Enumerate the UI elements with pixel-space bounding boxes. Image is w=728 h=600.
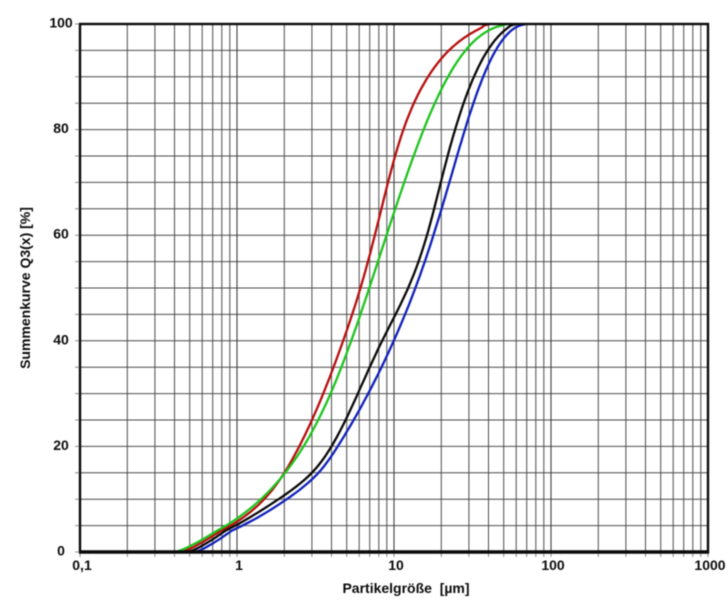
- svg-text:60: 60: [53, 226, 69, 242]
- svg-text:Partikelgröße [µm]: Partikelgröße [µm]: [342, 580, 469, 596]
- svg-text:40: 40: [53, 331, 69, 347]
- svg-text:100: 100: [541, 557, 565, 573]
- svg-text:0,1: 0,1: [72, 557, 92, 573]
- svg-text:1: 1: [235, 557, 243, 573]
- svg-text:1000: 1000: [694, 557, 725, 573]
- svg-text:10: 10: [388, 557, 404, 573]
- svg-text:20: 20: [53, 437, 69, 453]
- svg-text:80: 80: [53, 120, 69, 136]
- svg-text:Summenkurve Q3(x) [%]: Summenkurve Q3(x) [%]: [17, 207, 33, 369]
- svg-text:100: 100: [49, 15, 73, 31]
- svg-text:0: 0: [57, 543, 65, 559]
